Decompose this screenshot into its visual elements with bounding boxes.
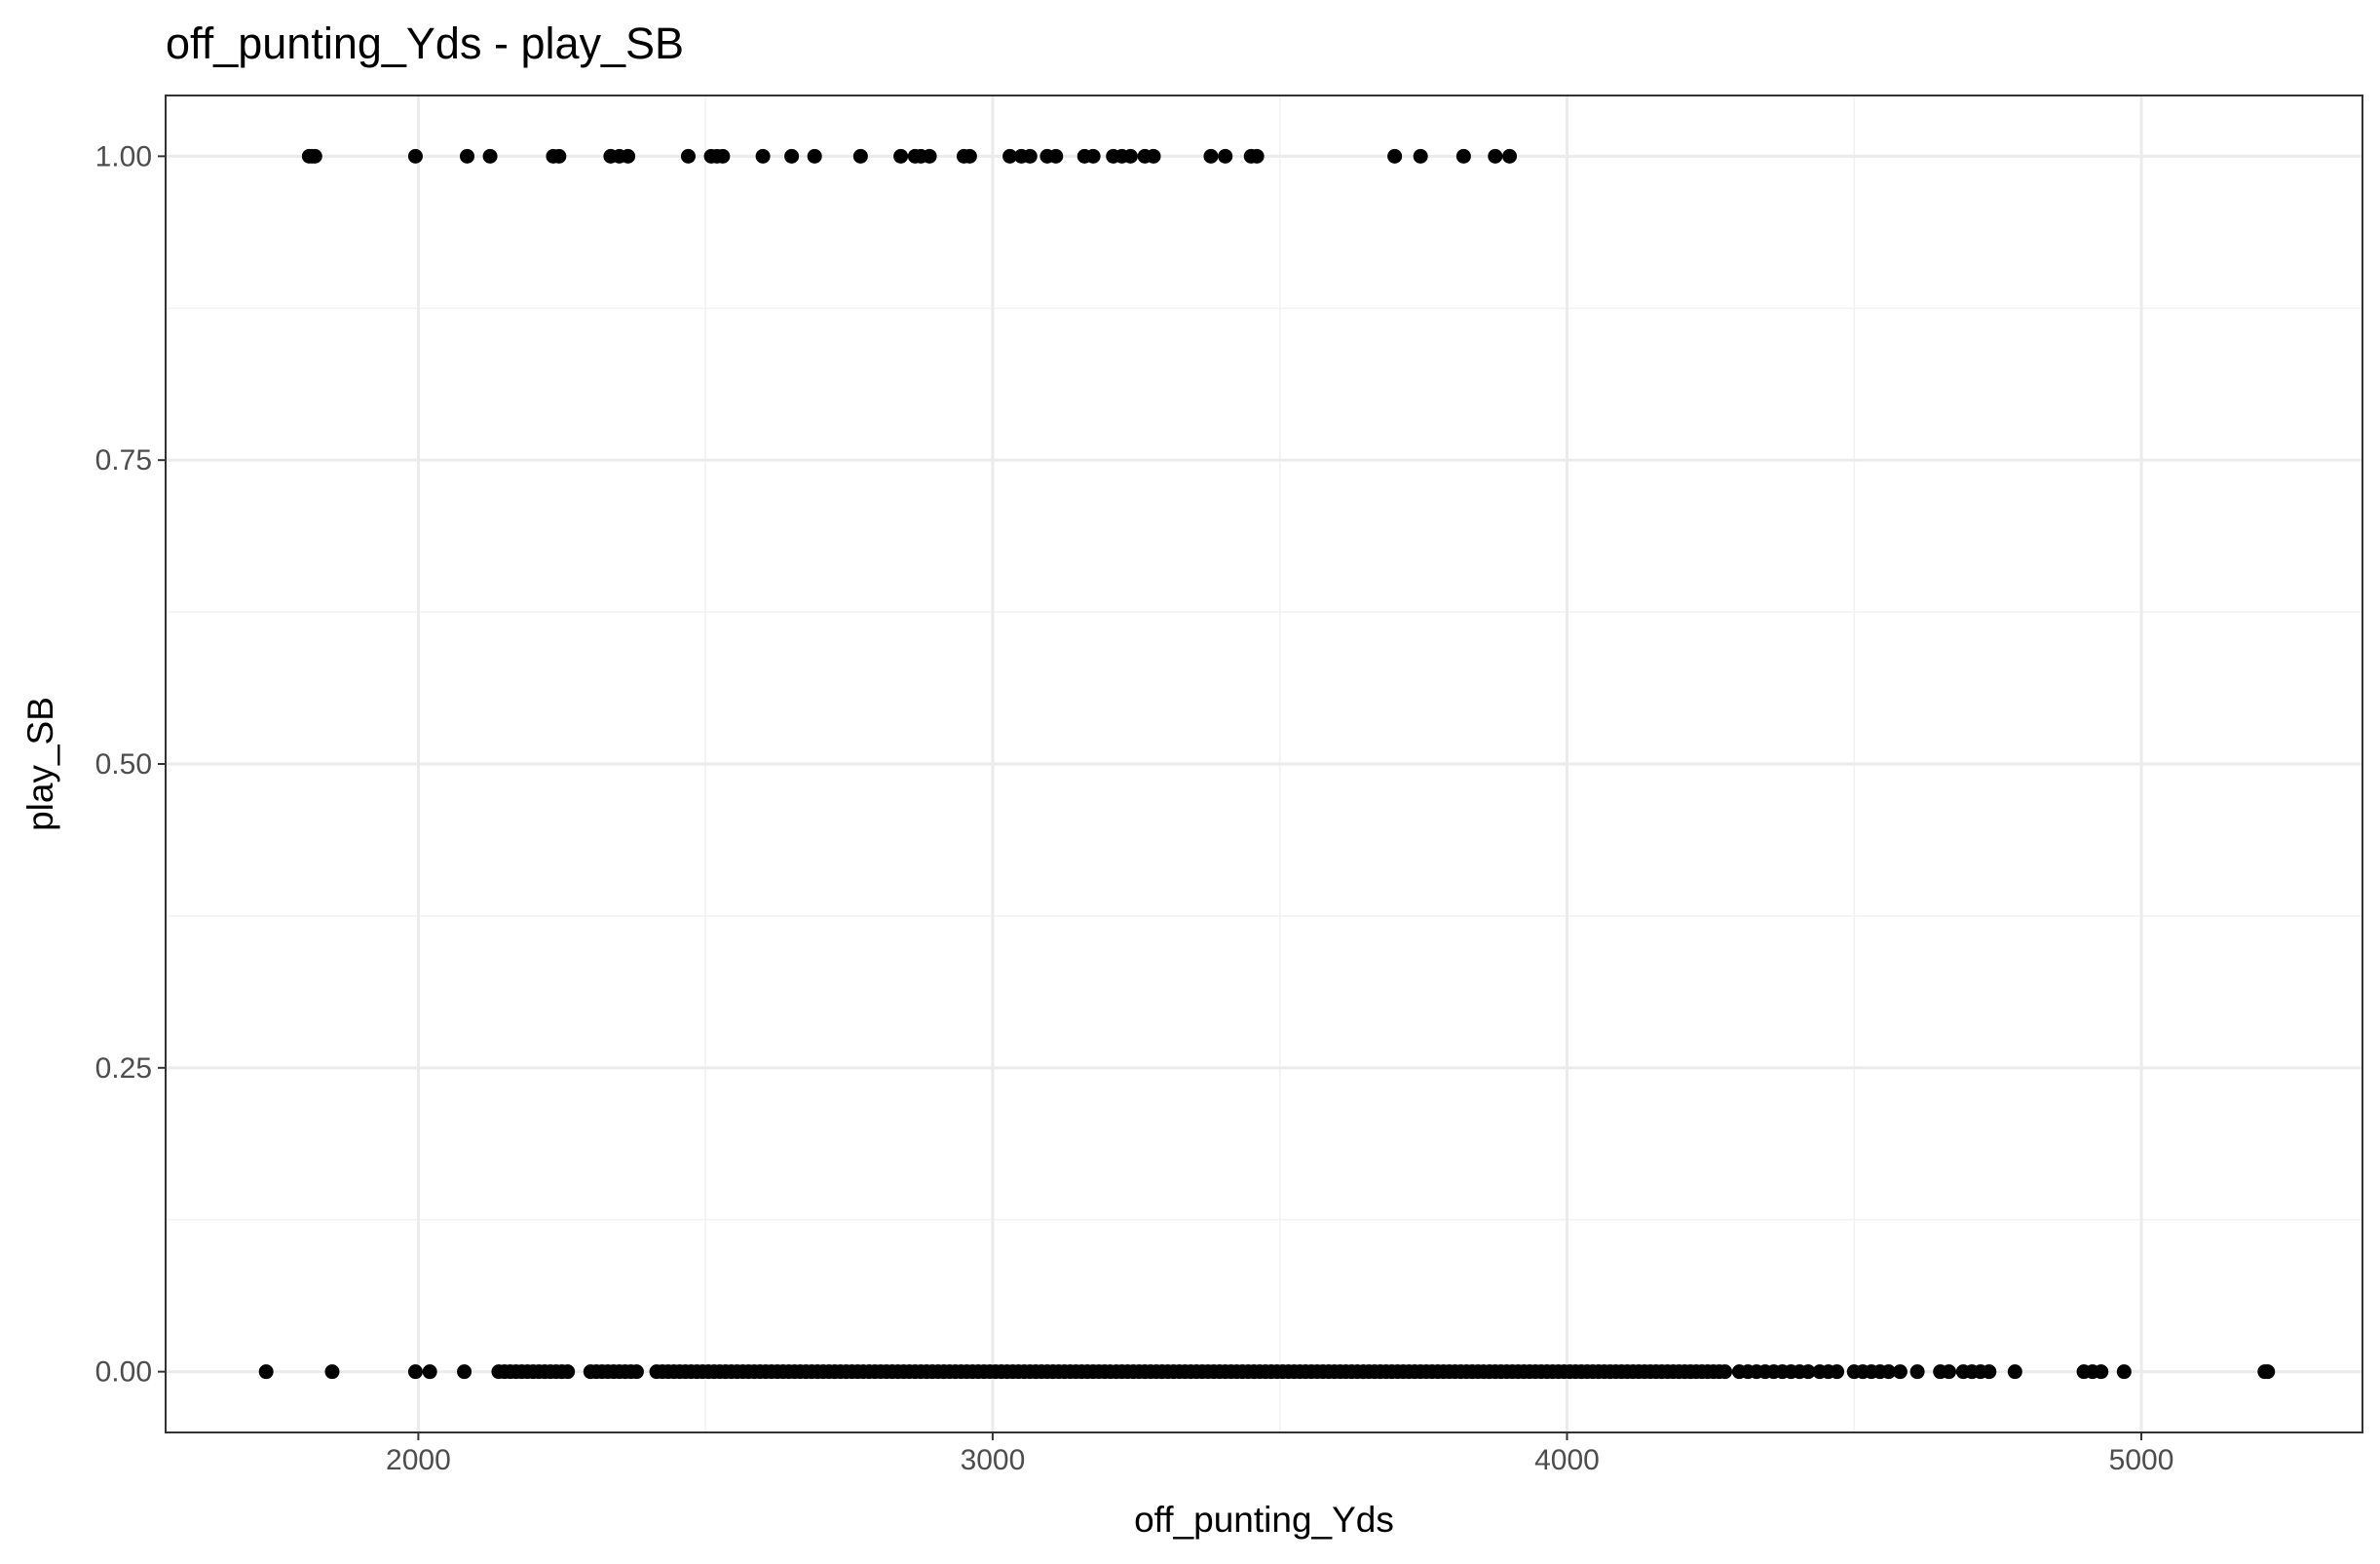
chart-title: off_punting_Yds - play_SB xyxy=(166,19,684,68)
data-point xyxy=(1982,1364,1997,1380)
data-point xyxy=(560,1364,576,1380)
data-point xyxy=(460,148,475,164)
x-axis-title: off_punting_Yds xyxy=(1134,1500,1394,1540)
data-point xyxy=(1387,148,1403,164)
data-point xyxy=(1455,148,1471,164)
data-point xyxy=(307,148,322,164)
data-point xyxy=(1502,148,1518,164)
data-point xyxy=(258,1364,274,1380)
data-point xyxy=(715,148,731,164)
y-axis-title: play_SB xyxy=(20,697,60,831)
data-point xyxy=(1830,1364,1845,1380)
data-point xyxy=(1203,148,1219,164)
y-tick-label: 0.75 xyxy=(95,444,152,477)
data-point xyxy=(962,148,977,164)
data-point xyxy=(2007,1364,2022,1380)
x-tick-label: 4000 xyxy=(1534,1444,1600,1476)
data-point xyxy=(755,148,771,164)
data-point xyxy=(551,148,567,164)
data-point xyxy=(2116,1364,2132,1380)
data-point xyxy=(1718,1364,1733,1380)
data-point xyxy=(1048,148,1064,164)
data-point xyxy=(482,148,498,164)
y-tick-label: 0.00 xyxy=(95,1356,152,1389)
data-point xyxy=(407,1364,423,1380)
data-points xyxy=(258,148,2276,1380)
data-point xyxy=(807,148,822,164)
data-point xyxy=(407,148,423,164)
data-point xyxy=(784,148,800,164)
axes: 2000 3000 4000 5000 0.00 0.25 0.50 0.75 1.00 xyxy=(95,140,2174,1476)
data-point xyxy=(1800,1364,1816,1380)
data-point xyxy=(628,1364,644,1380)
data-point xyxy=(1909,1364,1925,1380)
data-point xyxy=(1892,1364,1908,1380)
data-point xyxy=(1249,148,1265,164)
data-point xyxy=(457,1364,472,1380)
data-point xyxy=(1413,148,1428,164)
data-point xyxy=(324,1364,340,1380)
data-point xyxy=(1002,148,1018,164)
y-tick-label: 0.25 xyxy=(95,1052,152,1085)
data-point xyxy=(680,148,696,164)
data-point xyxy=(922,148,937,164)
data-point xyxy=(1122,148,1138,164)
data-point xyxy=(1218,148,1233,164)
x-tick-label: 2000 xyxy=(386,1444,451,1476)
x-tick-label: 5000 xyxy=(2109,1444,2174,1476)
data-point xyxy=(1488,148,1503,164)
data-point xyxy=(422,1364,437,1380)
grid-lines xyxy=(166,95,2362,1432)
y-tick-label: 1.00 xyxy=(95,140,152,172)
data-point xyxy=(2094,1364,2109,1380)
data-point xyxy=(893,148,909,164)
data-point xyxy=(1942,1364,1957,1380)
data-point xyxy=(852,148,868,164)
data-point xyxy=(2260,1364,2276,1380)
data-point xyxy=(621,148,636,164)
data-point xyxy=(1881,1364,1897,1380)
data-point xyxy=(1085,148,1101,164)
data-point xyxy=(1022,148,1038,164)
y-tick-label: 0.50 xyxy=(95,748,152,781)
data-point xyxy=(1146,148,1161,164)
x-tick-label: 3000 xyxy=(961,1444,1026,1476)
